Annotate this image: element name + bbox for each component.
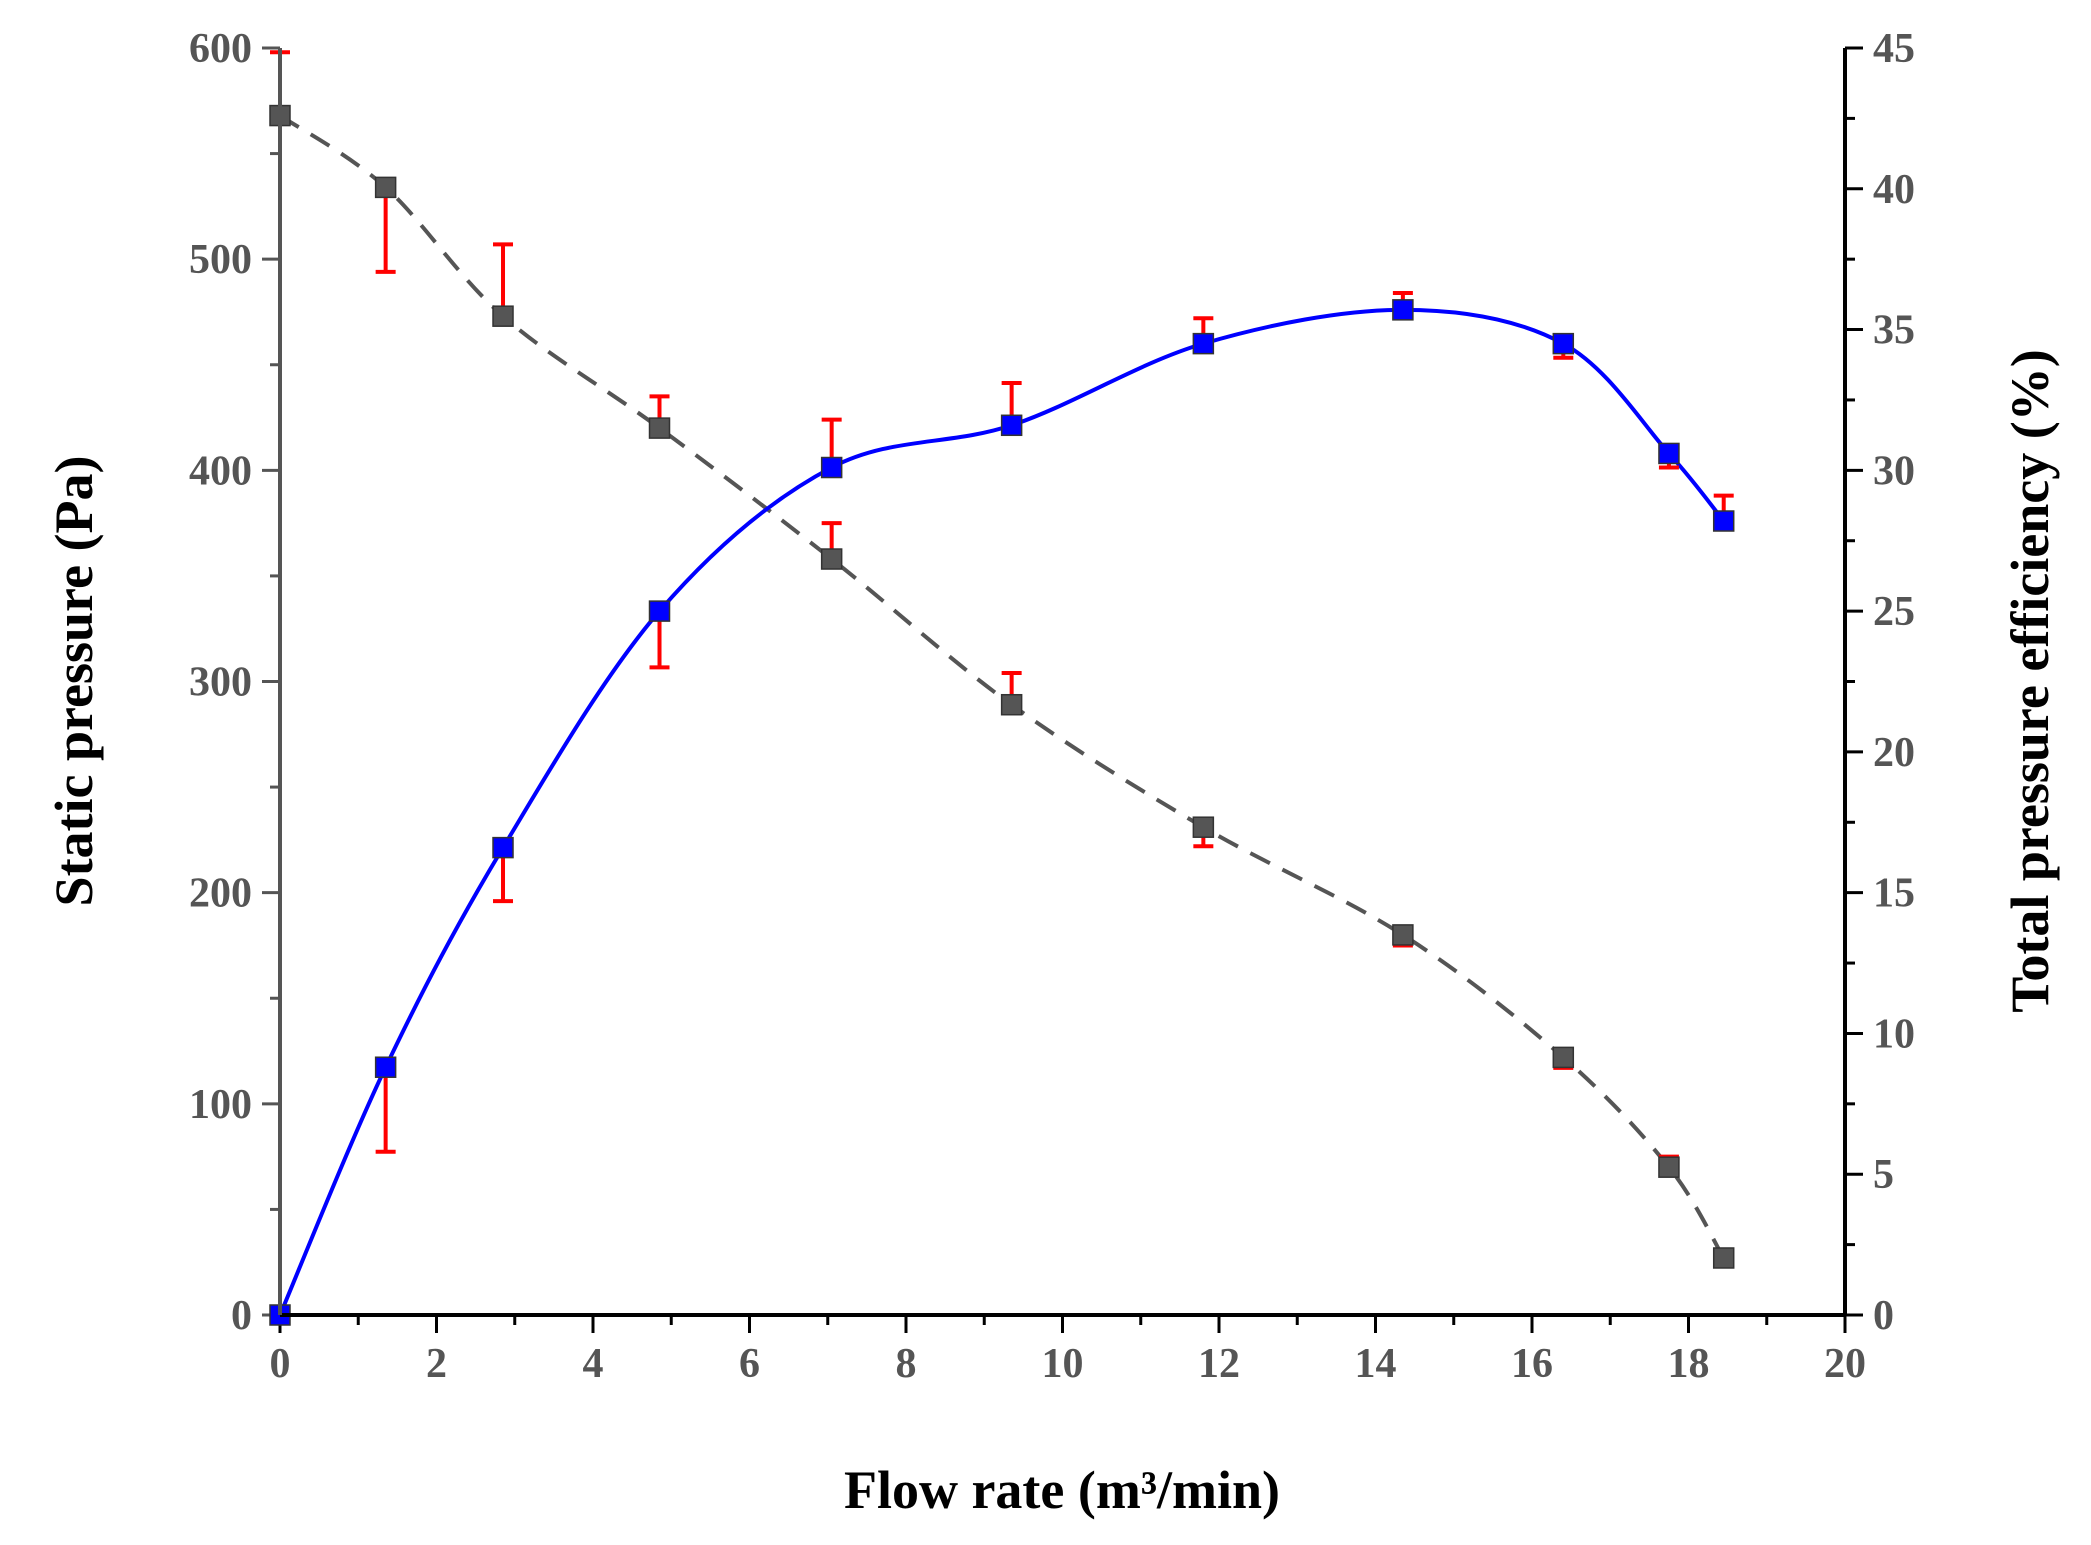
data-point	[492, 305, 514, 327]
x-tick-label: 16	[1511, 1341, 1553, 1387]
y-tick-label-right: 25	[1873, 589, 1915, 635]
data-point	[1658, 442, 1680, 465]
data-point	[1552, 1046, 1575, 1069]
y-tick-label-right: 45	[1873, 26, 1915, 72]
axes-layer	[278, 48, 1847, 1317]
x-tick-label: 6	[739, 1341, 760, 1387]
y-tick-label-right: 20	[1873, 730, 1915, 776]
x-axis-title: Flow rate (m³/min)	[844, 1460, 1280, 1520]
data-point	[1658, 1156, 1680, 1178]
data-point	[1712, 1247, 1735, 1269]
data-point	[820, 548, 843, 570]
y-tick-label-left: 400	[189, 448, 252, 494]
y-tick-label-left: 100	[189, 1082, 252, 1128]
y-tick-label-right: 30	[1873, 448, 1915, 494]
x-tick-label: 4	[583, 1341, 604, 1387]
x-tick-label: 12	[1198, 1341, 1240, 1387]
data-point	[648, 600, 671, 622]
x-tick-label: 8	[896, 1341, 917, 1387]
y-tick-label-right: 5	[1873, 1152, 1894, 1198]
series-line	[278, 113, 1726, 1260]
x-tick-label: 0	[270, 1341, 291, 1387]
y-tick-label-left: 300	[189, 660, 252, 706]
data-point	[1392, 924, 1414, 946]
y-tick-label-right: 10	[1873, 1011, 1915, 1057]
x-tick-label: 2	[426, 1341, 447, 1387]
x-tick-label: 18	[1668, 1341, 1710, 1387]
data-point	[492, 836, 514, 859]
y-tick-label-right: 35	[1873, 308, 1915, 354]
data-point	[1000, 693, 1023, 716]
y-tick-label-right: 15	[1873, 871, 1915, 917]
x-tick-label: 10	[1042, 1341, 1084, 1387]
x-tick-label: 14	[1355, 1341, 1397, 1387]
data-point	[820, 456, 843, 479]
series-efficiency	[269, 290, 1735, 1326]
data-point	[1192, 332, 1215, 355]
y-axis-title-left: Static pressure (Pa)	[44, 456, 104, 907]
data-point	[1000, 414, 1023, 437]
y-tick-label-right: 0	[1873, 1293, 1894, 1339]
y-tick-label-left: 0	[231, 1293, 252, 1339]
series-line	[278, 307, 1726, 1316]
series-layer	[269, 50, 1735, 1326]
y-tick-label-left: 200	[189, 871, 252, 917]
data-point	[374, 1056, 397, 1078]
y-axis-title-right: Total pressure efficiency (%)	[2000, 349, 2060, 1012]
data-point	[1712, 510, 1735, 532]
ticks-layer: 0 2 4 6 8 10 12 14 16 18 2001002003004005006000510…	[189, 26, 1915, 1387]
data-point	[648, 417, 671, 439]
y-tick-label-right: 40	[1873, 167, 1915, 213]
x-tick-label: 20	[1824, 1341, 1866, 1387]
data-point	[1192, 816, 1215, 838]
y-tick-label-left: 500	[189, 237, 252, 283]
data-point	[374, 176, 397, 199]
y-tick-label-left: 600	[189, 26, 252, 72]
data-point	[1552, 332, 1575, 355]
data-point	[1392, 299, 1414, 321]
series-static-pressure	[269, 50, 1735, 1269]
